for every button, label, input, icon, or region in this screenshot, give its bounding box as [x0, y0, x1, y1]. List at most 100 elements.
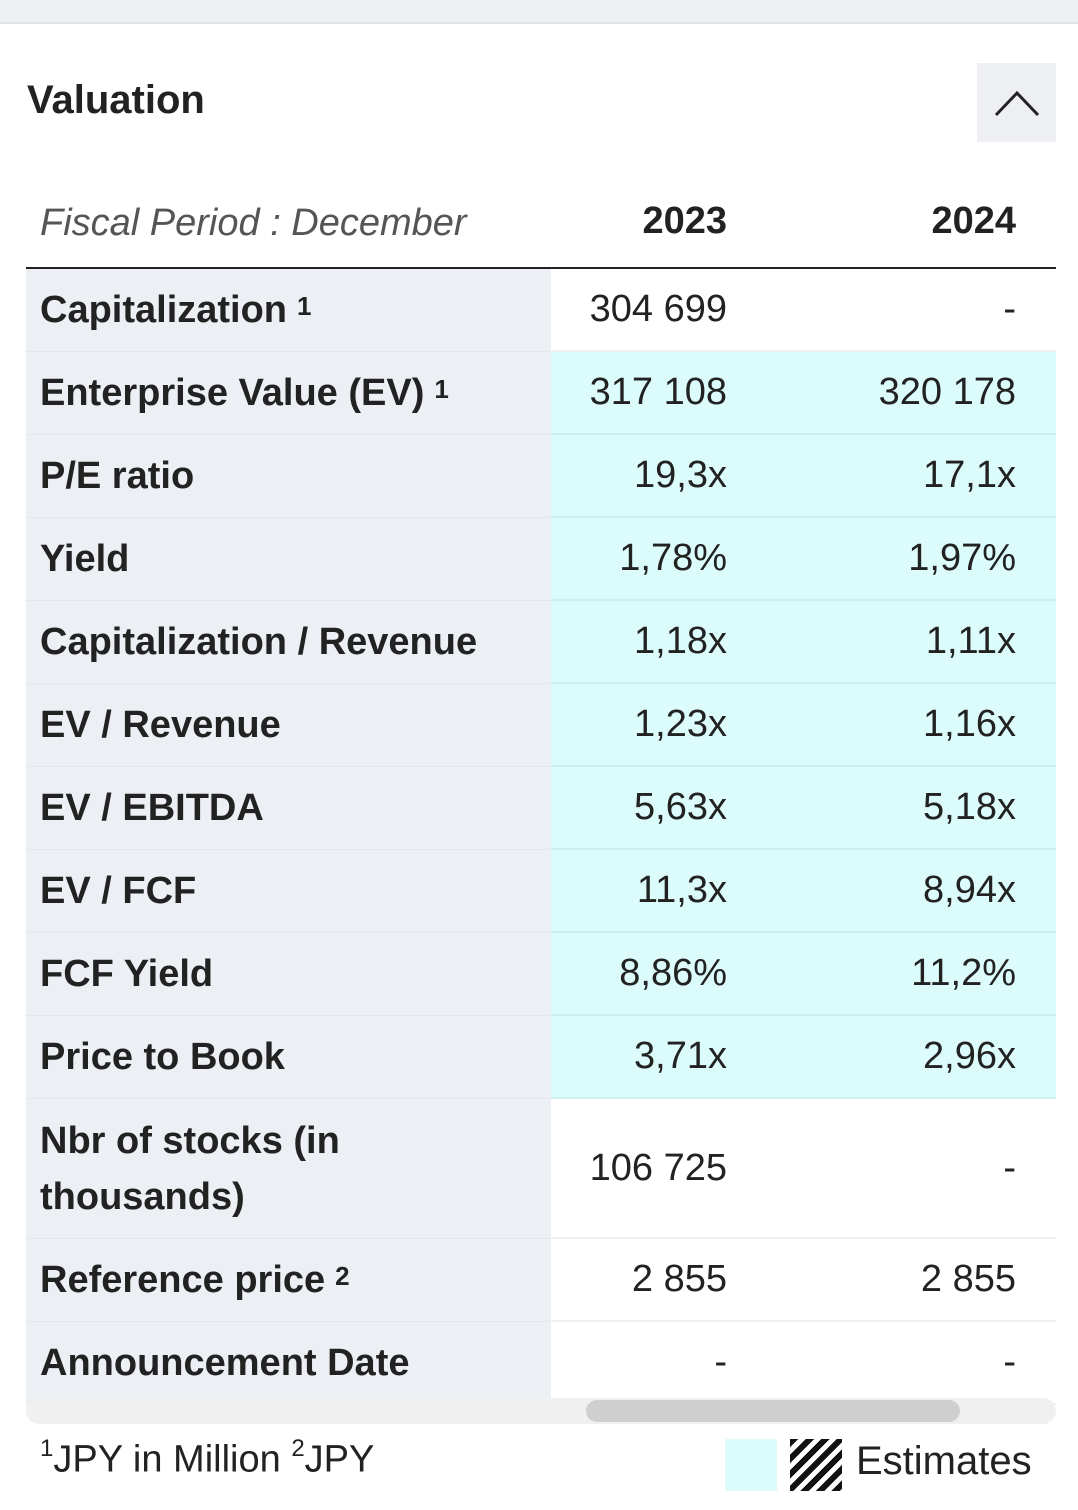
collapse-button[interactable] — [977, 63, 1056, 142]
footnote-marker: 1 — [434, 374, 449, 404]
row-values: 1,78% 1,97% — [551, 518, 1056, 601]
table-row: EV / Revenue 1,23x 1,16x — [26, 684, 1056, 767]
row-label-text: Enterprise Value (EV) — [40, 372, 425, 414]
horizontal-scrollbar[interactable] — [26, 1398, 1056, 1424]
footnote: 1JPY in Million 2JPY — [40, 1435, 375, 1482]
cell-2023: 1,78% — [619, 537, 727, 579]
cell-2023: 3,71x — [634, 1035, 727, 1077]
cell-2024: - — [1003, 1341, 1016, 1383]
table-row: Price to Book 3,71x 2,96x — [26, 1016, 1056, 1099]
table-row: Yield 1,78% 1,97% — [26, 518, 1056, 601]
cell-2024: - — [1003, 1146, 1016, 1189]
legend-label: Estimates — [856, 1439, 1032, 1483]
row-label: Yield — [26, 518, 551, 601]
table-header: Fiscal Period : December 2023 2024 — [26, 180, 1056, 269]
cell-2024: 8,94x — [923, 869, 1016, 911]
row-values: 3,71x 2,96x — [551, 1016, 1056, 1099]
cell-2023: - — [714, 1341, 727, 1383]
row-label: Capitalization 1 — [26, 269, 551, 352]
footnote-1-marker: 1 — [40, 1435, 54, 1462]
row-label-text: EV / FCF — [40, 870, 197, 912]
cell-2024: 2,96x — [923, 1035, 1016, 1077]
row-label-text: EV / Revenue — [40, 704, 281, 746]
row-label-text: Announcement Date — [40, 1342, 410, 1384]
top-strip — [0, 0, 1078, 24]
table-row: Enterprise Value (EV) 1 317 108 320 178 — [26, 352, 1056, 435]
table-row: P/E ratio 19,3x 17,1x — [26, 435, 1056, 518]
row-label: P/E ratio — [26, 435, 551, 518]
footnote-marker: 2 — [335, 1261, 350, 1291]
row-label-text: P/E ratio — [40, 455, 195, 497]
footnote-2-text: JPY — [304, 1438, 375, 1481]
row-label: Capitalization / Revenue — [26, 601, 551, 684]
row-values: -- — [551, 1322, 1056, 1405]
cell-2024: 1,16x — [923, 703, 1016, 745]
row-values: 19,3x 17,1x — [551, 435, 1056, 518]
row-label-text: EV / EBITDA — [40, 787, 264, 829]
fiscal-period-label: Fiscal Period : December — [40, 202, 467, 244]
row-label: Nbr of stocks (in thousands) — [26, 1099, 551, 1239]
cell-2024: 11,2% — [911, 952, 1016, 994]
row-values: 1,18x 1,11x — [551, 601, 1056, 684]
row-values: 106 725 - — [551, 1099, 1056, 1239]
cell-2024: 5,18x — [923, 786, 1016, 828]
row-label-text: Capitalization / Revenue — [40, 621, 478, 663]
row-label: EV / EBITDA — [26, 767, 551, 850]
row-label-text: Nbr of stocks (in thousands) — [40, 1119, 340, 1218]
footnote-marker: 1 — [297, 291, 312, 321]
row-label: Reference price 2 — [26, 1239, 551, 1322]
table-row: Capitalization 1 304 699 - — [26, 269, 1056, 352]
table-row: Announcement Date - - — [26, 1322, 1056, 1405]
row-values: 1,23x 1,16x — [551, 684, 1056, 767]
table-row: Nbr of stocks (in thousands) 106 725 - — [26, 1099, 1056, 1239]
scrollbar-thumb[interactable] — [586, 1400, 960, 1422]
table-row: FCF Yield 8,86% 11,2% — [26, 933, 1056, 1016]
row-values: 317 108 320 178 — [551, 352, 1056, 435]
cell-2023: 5,63x — [634, 786, 727, 828]
cell-2023: 304 699 — [589, 288, 727, 330]
row-label-text: Capitalization — [40, 289, 288, 331]
section-title: Valuation — [27, 78, 205, 122]
row-label: Announcement Date — [26, 1322, 551, 1405]
row-values: 5,63x 5,18x — [551, 767, 1056, 850]
table-row: Capitalization / Revenue 1,18x 1,11x — [26, 601, 1056, 684]
cell-2023: 1,23x — [634, 703, 727, 745]
row-label: EV / FCF — [26, 850, 551, 933]
row-label: EV / Revenue — [26, 684, 551, 767]
cell-2023: 8,86% — [619, 952, 727, 994]
row-values: 304 699 - — [551, 269, 1056, 352]
cell-2023: 317 108 — [589, 371, 727, 413]
chevron-up-icon — [994, 90, 1039, 116]
cell-2024: 17,1x — [923, 454, 1016, 496]
year-header-2023: 2023 — [642, 200, 727, 242]
row-label: FCF Yield — [26, 933, 551, 1016]
cell-2024: - — [1003, 288, 1016, 330]
table-body: Capitalization 1 304 699 - Enterprise Value … — [26, 269, 1056, 1405]
row-label: Price to Book — [26, 1016, 551, 1099]
row-label-text: Yield — [40, 538, 130, 580]
row-values: 2 855 2 855 — [551, 1239, 1056, 1322]
cell-2023: 19,3x — [634, 454, 727, 496]
table-row: Reference price 2 2 855 2 855 — [26, 1239, 1056, 1322]
row-values: 11,3x 8,94x — [551, 850, 1056, 933]
cell-2024: 1,11x — [925, 620, 1016, 662]
footnote-2-marker: 2 — [291, 1435, 305, 1462]
estimate-color-swatch — [725, 1439, 777, 1491]
row-label: Enterprise Value (EV) 1 — [26, 352, 551, 435]
estimate-hatch-swatch — [790, 1439, 842, 1491]
row-label-text: Price to Book — [40, 1036, 285, 1078]
cell-2024: 2 855 — [920, 1258, 1016, 1300]
table-row: EV / EBITDA 5,63x 5,18x — [26, 767, 1056, 850]
row-label-text: Reference price — [40, 1259, 326, 1301]
table-row: EV / FCF 11,3x 8,94x — [26, 850, 1056, 933]
year-header-2024: 2024 — [931, 200, 1016, 242]
cell-2023: 11,3x — [636, 869, 727, 911]
valuation-table: Fiscal Period : December 2023 2024 Capit… — [26, 180, 1056, 1405]
cell-2023: 2 855 — [631, 1258, 727, 1300]
cell-2023: 1,18x — [634, 620, 727, 662]
cell-2024: 320 178 — [878, 371, 1016, 413]
row-label-text: FCF Yield — [40, 953, 214, 995]
cell-2023: 106 725 — [589, 1146, 727, 1189]
footnote-1-text: JPY in Million — [53, 1438, 281, 1481]
row-values: 8,86% 11,2% — [551, 933, 1056, 1016]
